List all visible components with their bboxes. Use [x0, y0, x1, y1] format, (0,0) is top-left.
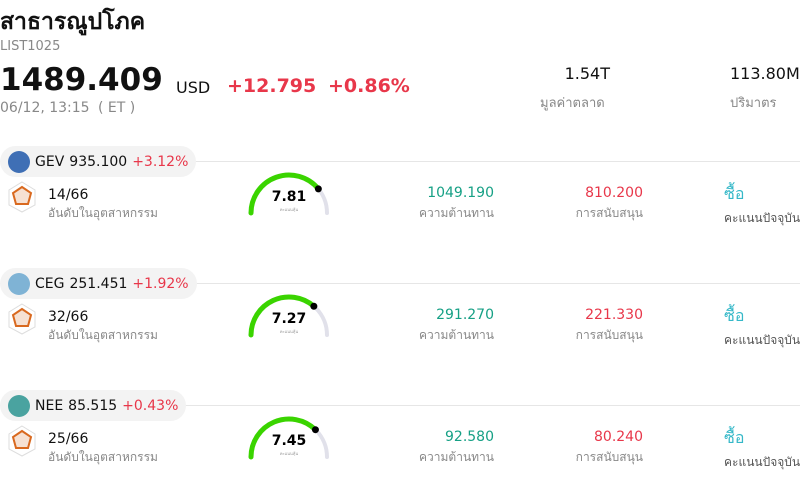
gauge-arc — [248, 172, 321, 216]
stock-price: 935.100 — [69, 153, 128, 170]
score: 7.45 — [272, 433, 307, 449]
volume: 113.80M — [730, 64, 800, 83]
ticker: NEE — [35, 397, 64, 414]
score-label: คะแนนหุ้น — [280, 207, 299, 213]
support-label: การสนับสนุน — [575, 450, 643, 464]
resistance: 92.580 — [445, 429, 494, 445]
stock-price: 85.515 — [68, 397, 118, 414]
support: 810.200 — [585, 185, 643, 201]
resistance-label: ความต้านทาน — [419, 450, 494, 464]
logo — [8, 272, 30, 295]
rank-icon — [8, 303, 36, 335]
ticker: CEG — [35, 275, 65, 292]
gauge-arc — [248, 416, 318, 460]
volume-label: ปริมาตร — [730, 96, 777, 111]
icon-shape — [11, 185, 33, 205]
change-pct: +0.86% — [328, 75, 410, 97]
currency: USD — [176, 78, 211, 97]
market-cap: 1.54T — [564, 64, 610, 83]
support: 221.330 — [585, 307, 643, 323]
logo — [8, 150, 30, 173]
score-label: คะแนนหุ้น — [280, 329, 299, 335]
resistance: 1049.190 — [427, 185, 494, 201]
logo — [8, 394, 30, 417]
signal: ซื้อ — [724, 306, 745, 325]
code: LIST1025 — [0, 39, 61, 54]
rank: 32/66 — [48, 309, 89, 325]
signal-label: คะแนนปัจจุบัน — [724, 455, 800, 469]
icon-shape — [11, 429, 33, 449]
stock-pill[interactable]: NEE 85.515 +0.43% — [0, 390, 187, 421]
stock-change: +0.43% — [122, 397, 179, 414]
stock-change: +3.12% — [132, 153, 189, 170]
score: 7.27 — [272, 311, 307, 327]
stock-pill[interactable]: CEG 251.451 +1.92% — [0, 268, 197, 299]
rank: 14/66 — [48, 187, 89, 203]
support: 80.240 — [594, 429, 643, 445]
ticker: GEV — [35, 153, 65, 170]
icon-shape — [11, 307, 33, 327]
stock-change: +1.92% — [132, 275, 189, 292]
divider — [0, 405, 800, 406]
rank: 25/66 — [48, 431, 89, 447]
change: +12.795 — [227, 75, 317, 97]
gauge-dot — [314, 185, 322, 193]
price: 1489.409 — [0, 62, 163, 98]
score-label: คะแนนหุ้น — [280, 451, 299, 457]
gauge-dot — [310, 302, 318, 310]
market-cap-label: มูลค่าตลาด — [540, 96, 605, 111]
rank-icon — [8, 425, 36, 457]
gauge-dot — [311, 426, 319, 434]
gauge: 7.81 คะแนนหุ้น — [248, 172, 329, 216]
stock-pill[interactable]: GEV 935.100 +3.12% — [0, 146, 197, 177]
signal: ซื้อ — [724, 428, 745, 447]
gauge: 7.45 คะแนนหุ้น — [248, 416, 329, 460]
signal: ซื้อ — [724, 184, 745, 203]
rank-icon — [8, 181, 36, 213]
timezone: ( ET ) — [98, 100, 136, 116]
divider — [0, 161, 800, 162]
rank-label: อันดับในอุตสาหกรรม — [48, 328, 158, 342]
gauge: 7.27 คะแนนหุ้น — [248, 294, 329, 338]
support-label: การสนับสนุน — [575, 206, 643, 220]
signal-label: คะแนนปัจจุบัน — [724, 333, 800, 347]
rank-label: อันดับในอุตสาหกรรม — [48, 450, 158, 464]
stock-price: 251.451 — [69, 275, 128, 292]
rank-label: อันดับในอุตสาหกรรม — [48, 206, 158, 220]
score: 7.81 — [272, 189, 307, 205]
support-label: การสนับสนุน — [575, 328, 643, 342]
resistance: 291.270 — [436, 307, 494, 323]
title: สาธารณูปโภค — [0, 9, 146, 35]
resistance-label: ความต้านทาน — [419, 328, 494, 342]
gauge-arc — [248, 294, 317, 338]
time: 06/12, 13:15 — [0, 100, 90, 116]
divider — [0, 283, 800, 284]
resistance-label: ความต้านทาน — [419, 206, 494, 220]
signal-label: คะแนนปัจจุบัน — [724, 211, 800, 225]
